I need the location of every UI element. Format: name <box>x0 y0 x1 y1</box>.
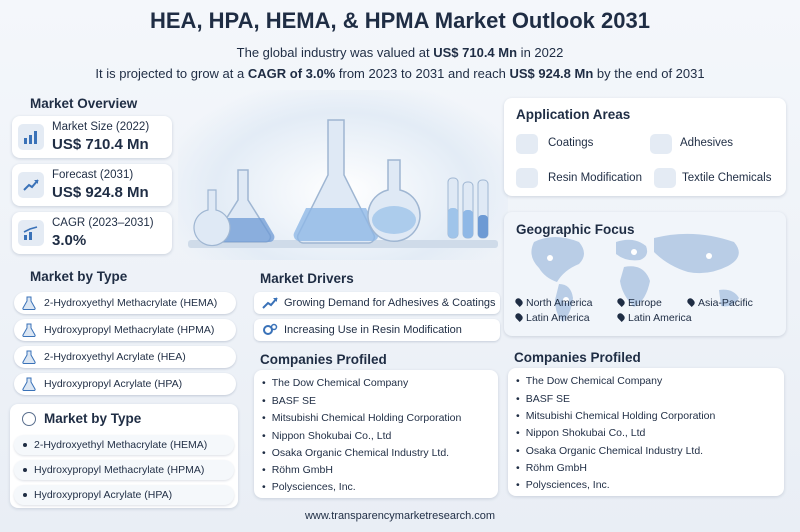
lab-glassware-illustration <box>178 90 508 260</box>
companies-heading: Companies Profiled <box>514 350 641 365</box>
overview-card-market-size: Market Size (2022) US$ 710.4 Mn <box>12 116 172 158</box>
region-label: Latin America <box>616 312 692 324</box>
type-item: Hydroxypropyl Methacrylate (HPMA) <box>14 319 236 341</box>
driver-item: Increasing Use in Resin Modification <box>254 319 500 341</box>
application-item: Textile Chemicals <box>682 172 772 184</box>
company-item: Röhm GmbH <box>516 462 587 474</box>
map-pin-icon <box>686 297 696 307</box>
overview-card-cagr: CAGR (2023–2031) 3.0% <box>12 212 172 254</box>
flasks-icon <box>188 119 498 248</box>
region-label: Asia-Pacific <box>686 297 753 309</box>
world-map-icon <box>531 233 739 322</box>
type-item: 2-Hydroxyethyl Methacrylate (HEMA) <box>14 292 236 314</box>
market-drivers-heading: Market Drivers <box>260 271 354 286</box>
company-item: Osaka Organic Chemical Industry Ltd. <box>262 447 449 459</box>
flask-icon <box>22 296 36 310</box>
application-areas-card <box>504 98 786 196</box>
market-by-type-heading: Market by Type <box>44 411 142 426</box>
map-pin-icon <box>514 312 524 322</box>
application-areas-heading: Application Areas <box>516 107 631 122</box>
company-item: The Dow Chemical Company <box>262 377 409 389</box>
paint-roller-icon <box>516 134 538 154</box>
bar-chart-icon <box>18 124 44 150</box>
footer-url[interactable]: www.transparencymarketresearch.com <box>304 510 496 522</box>
overview-label: Market Size (2022) <box>52 121 150 133</box>
company-item: BASF SE <box>262 395 316 407</box>
companies-heading: Companies Profiled <box>260 352 387 367</box>
application-item: Resin Modification <box>548 172 642 184</box>
region-label: North America <box>514 297 593 309</box>
application-item: Coatings <box>548 137 594 149</box>
overview-value: US$ 924.8 Mn <box>52 184 149 201</box>
overview-value: 3.0% <box>52 232 87 249</box>
overview-value: US$ 710.4 Mn <box>52 136 149 153</box>
application-item: Adhesives <box>680 137 734 149</box>
map-pin-icon <box>616 297 626 307</box>
type-item: Hydroxypropyl Acrylate (HPA) <box>14 485 234 505</box>
glue-bottle-icon <box>650 134 672 154</box>
flask-icon <box>22 377 36 391</box>
company-item: Nippon Shokubai Co., Ltd <box>262 430 392 442</box>
company-item: Osaka Organic Chemical Industry Ltd. <box>516 445 703 457</box>
company-item: Polysciences, Inc. <box>262 481 356 493</box>
region-label: Europe <box>616 297 662 309</box>
growth-chart-icon <box>18 220 44 246</box>
trend-up-icon <box>18 172 44 198</box>
company-item: BASF SE <box>516 393 570 405</box>
flask-icon <box>22 323 36 337</box>
market-overview-heading: Market Overview <box>30 96 138 111</box>
company-item: Mitsubishi Chemical Holding Corporation <box>262 412 462 424</box>
type-item: 2-Hydroxyethyl Acrylate (HEA) <box>14 346 236 368</box>
trend-up-icon <box>262 297 278 309</box>
region-label: Latin America <box>514 312 590 324</box>
type-item: 2-Hydroxyethyl Methacrylate (HEMA) <box>14 435 234 455</box>
company-item: Röhm GmbH <box>262 464 333 476</box>
subtitle-valuation: The global industry was valued at US$ 71… <box>236 45 564 60</box>
flask-icon <box>22 350 36 364</box>
company-item: The Dow Chemical Company <box>516 375 663 387</box>
type-item: Hydroxypropyl Acrylate (HPA) <box>14 373 236 395</box>
type-item: Hydroxypropyl Methacrylate (HPMA) <box>14 460 234 480</box>
subtitle-projection: It is projected to grow at a CAGR of 3.0… <box>95 66 705 81</box>
company-item: Mitsubishi Chemical Holding Corporation <box>516 410 716 422</box>
overview-label: Forecast (2031) <box>52 169 134 181</box>
gears-icon <box>263 323 278 335</box>
company-item: Polysciences, Inc. <box>516 479 610 491</box>
overview-label: CAGR (2023–2031) <box>52 217 154 229</box>
driver-item: Growing Demand for Adhesives & Coatings <box>254 292 500 314</box>
resin-document-icon <box>516 168 538 188</box>
page-title: HEA, HPA, HEMA, & HPMA Market Outlook 20… <box>150 8 650 33</box>
geographic-focus-card <box>504 212 786 336</box>
market-by-type-heading: Market by Type <box>30 269 128 284</box>
geographic-focus-heading: Geographic Focus <box>516 222 635 237</box>
map-pin-icon <box>514 297 524 307</box>
map-pin-icon <box>616 312 626 322</box>
atom-icon <box>22 412 36 426</box>
company-item: Nippon Shokubai Co., Ltd <box>516 427 646 439</box>
textile-icon <box>654 168 676 188</box>
overview-card-forecast: Forecast (2031) US$ 924.8 Mn <box>12 164 172 206</box>
